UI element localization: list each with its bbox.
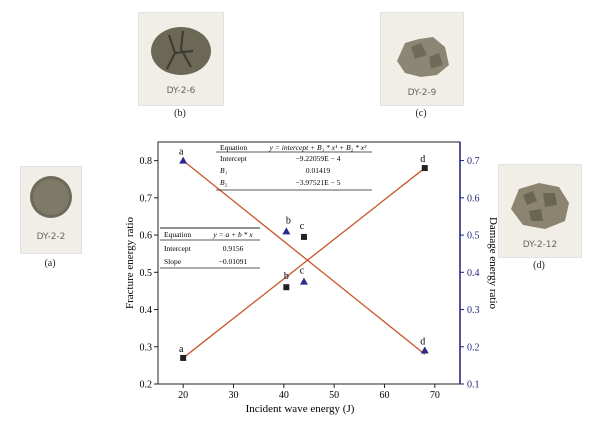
x-tick-label-3: 50	[329, 390, 339, 401]
caption-b: (b)	[174, 108, 186, 119]
y-left-tick-label-0: 0.2	[140, 380, 153, 391]
fracture-label-c: c	[300, 221, 305, 232]
table-l-r0-c1: y = a + b * x	[212, 230, 253, 239]
fracture-label-a: a	[179, 344, 184, 355]
damage-label-c: c	[300, 266, 305, 277]
table-l-r1-c0: Intercept	[164, 244, 192, 253]
damage-label-d: d	[420, 336, 425, 347]
x-tick-label-5: 70	[430, 390, 440, 401]
y-left-tick-label-6: 0.8	[140, 156, 153, 167]
y-left-tick-label-5: 0.7	[140, 193, 153, 204]
photo-d: DY-2-12	[498, 164, 582, 258]
fracture-point-a	[180, 354, 187, 361]
x-tick-label-2: 40	[279, 390, 289, 401]
photo-c: DY-2-9	[380, 12, 464, 106]
y-left-tick-label-4: 0.6	[140, 231, 153, 242]
y-left-tick-label-3: 0.5	[140, 268, 153, 279]
fracture-point-d	[421, 165, 428, 172]
table-l-r1-c1: 0.9156	[223, 244, 244, 253]
damage-label-b: b	[286, 215, 291, 226]
y-axis-label-left: Fracture energy ratio	[124, 216, 136, 309]
y-axis-label-right: Damage energy ratio	[487, 217, 499, 310]
y-right-tick-label-6: 0.7	[467, 156, 480, 167]
fit-line-right	[182, 160, 426, 355]
table-q-r3-c0: B₂	[220, 178, 228, 187]
photo-tag-b: DY-2-6	[167, 86, 196, 96]
y-right-tick-label-2: 0.3	[467, 305, 480, 316]
damage-label-a: a	[179, 147, 184, 158]
photo-tag-a: DY-2-2	[37, 232, 66, 242]
fit-table-quadratic: Equation y = intercept + B₁ * x¹ + B₂ * …	[216, 141, 372, 191]
fracture-point-c	[300, 233, 307, 240]
fit-lines	[182, 160, 426, 359]
photo-a: DY-2-2	[20, 166, 82, 254]
table-q-r3-c1: −3.97521E − 5	[296, 178, 341, 187]
photo-b: DY-2-6	[138, 12, 224, 106]
y-right-tick-label-4: 0.5	[467, 231, 480, 242]
fracture-label-d: d	[420, 154, 425, 165]
damage-point-b	[282, 227, 291, 235]
y-right-tick-label-3: 0.4	[467, 268, 480, 279]
fracture-label-b: b	[284, 271, 289, 282]
x-tick-label-1: 30	[229, 390, 239, 401]
x-tick-label-4: 60	[380, 390, 390, 401]
y-left-tick-label-1: 0.3	[140, 342, 153, 353]
table-q-r0-c0: Equation	[220, 143, 247, 152]
fracture-point-b	[283, 284, 290, 291]
table-q-r1-c1: −9.22059E − 4	[296, 154, 341, 163]
caption-d: (d)	[533, 260, 545, 271]
y-right-tick-label-1: 0.2	[467, 342, 480, 353]
x-tick-label-0: 20	[178, 390, 188, 401]
table-q-r1-c0: Intercept	[220, 154, 248, 163]
caption-c: (c)	[415, 108, 427, 119]
fit-table-linear: Equation y = a + b * x Intercept 0.9156 …	[160, 227, 260, 269]
caption-a: (a)	[44, 258, 56, 269]
photo-tag-c: DY-2-9	[408, 88, 437, 98]
damage-point-c	[299, 277, 308, 285]
table-l-r2-c0: Slope	[164, 257, 182, 266]
table-q-r2-c0: B₁	[220, 166, 228, 175]
fit-line-left	[182, 167, 426, 359]
x-axis-label: Incident wave energy (J)	[246, 403, 355, 415]
y-left-tick-label-2: 0.4	[140, 305, 153, 316]
damage-point-d	[420, 346, 429, 354]
axis-ticks: 20 30 40 50 60 70 0.2 0.3 0.4 0.5 0.6 0.7 0.8 0.1 0.2 0…	[140, 156, 480, 401]
y-right-tick-label-5: 0.6	[467, 193, 480, 204]
table-l-r2-c1: −0.01091	[219, 257, 248, 266]
photo-tag-d: DY-2-12	[523, 240, 558, 250]
damage-point-a	[179, 156, 188, 164]
table-q-r0-c1: y = intercept + B₁ * x¹ + B₂ * x²	[269, 143, 367, 152]
y-right-tick-label-0: 0.1	[467, 380, 480, 391]
table-l-r0-c0: Equation	[164, 230, 191, 239]
table-q-r2-c1: 0.01419	[306, 166, 331, 175]
